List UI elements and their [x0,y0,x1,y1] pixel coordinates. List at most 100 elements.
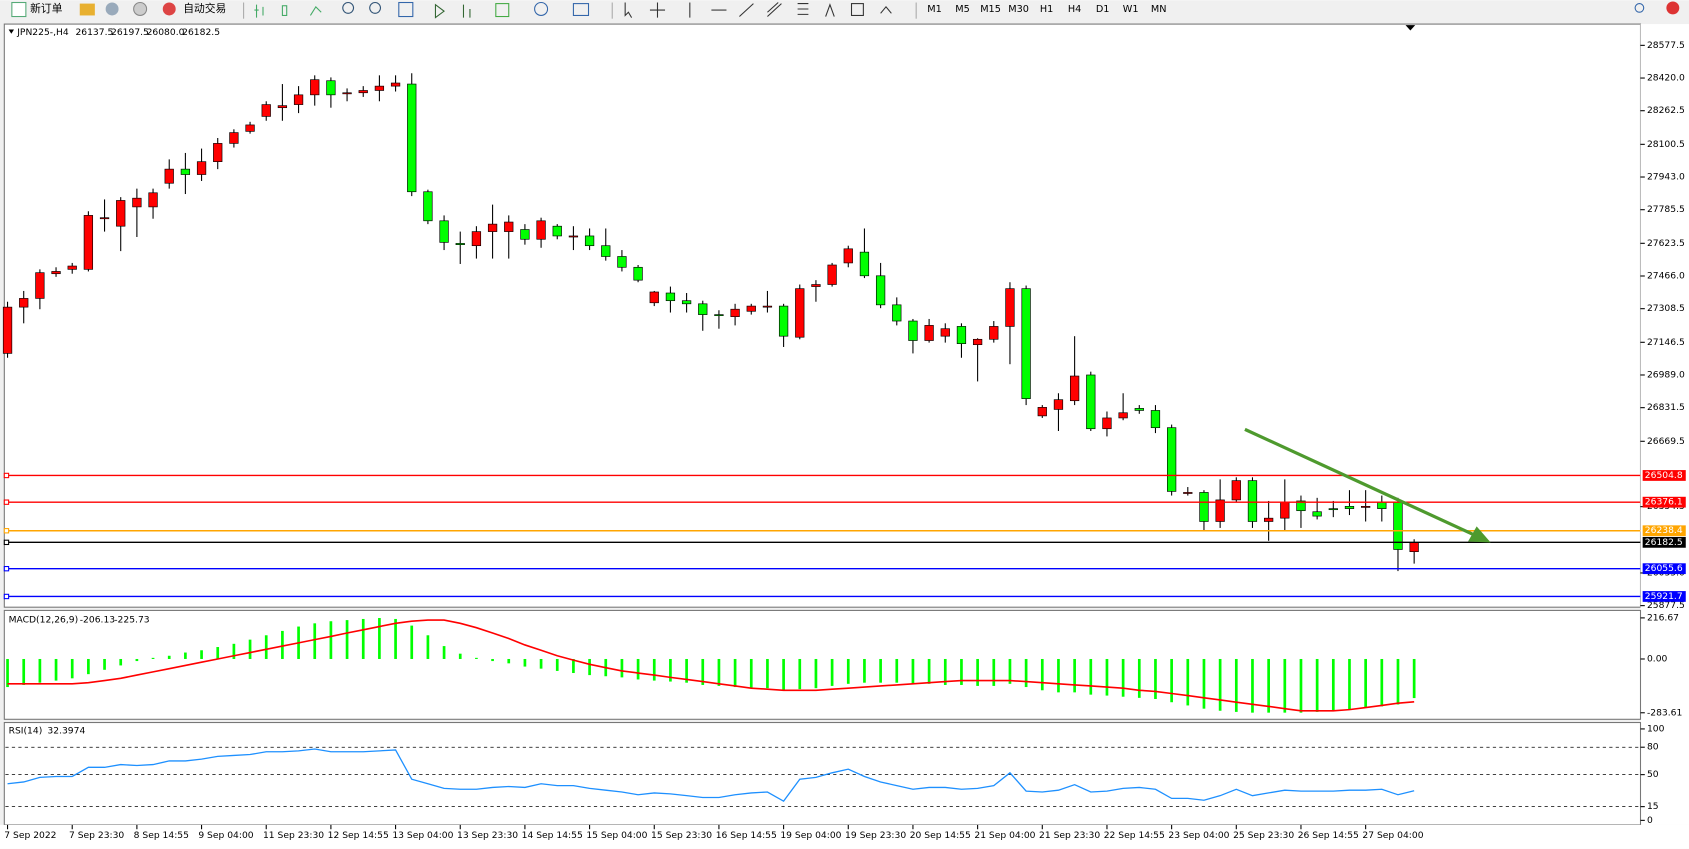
candle-body [956,326,967,344]
timeframe-button[interactable]: M30 [1008,4,1029,15]
notification-icon[interactable] [1666,1,1680,15]
y-tick-label: 27943.0 [1647,172,1685,183]
candle-body [1166,427,1177,492]
candle-body [293,94,304,105]
level-handle [3,539,10,546]
candle-body [972,338,983,346]
icon[interactable] [133,1,148,16]
icon[interactable] [369,1,382,14]
candle-body [730,308,740,317]
timeframe-button[interactable]: H1 [1040,4,1053,15]
candle-body [536,220,546,240]
icon[interactable] [850,3,864,16]
candle-body [1199,492,1209,522]
level-handle [3,499,10,505]
x-tick-label: 14 Sep 14:55 [522,830,583,841]
timeframes[interactable]: M1 M5 M15 M30 H1 H4 D1 W1 MN [927,4,1166,15]
icon[interactable] [739,3,754,17]
y-tick-label: 27466.0 [1647,271,1685,282]
y-tick-label: 27623.5 [1647,238,1685,249]
candle-body [1296,500,1306,512]
icon[interactable] [105,2,119,16]
x-tick-label: 13 Sep 04:00 [392,830,453,841]
toolbar-bg [0,0,1689,22]
search-icon[interactable] [1634,3,1645,13]
candle-body [908,320,918,341]
y-tick-label: 50 [1647,769,1659,780]
icon[interactable] [79,3,95,16]
icon[interactable] [649,2,666,18]
x-tick-label: 25 Sep 23:30 [1233,830,1294,841]
candle-body [924,325,934,341]
y-tick-label: 15 [1647,801,1659,812]
icon[interactable] [398,1,414,18]
x-tick-label: 9 Sep 04:00 [198,830,253,841]
level-handle [3,528,10,534]
timeframe-button[interactable]: M1 [927,4,942,15]
timeframe-button[interactable]: D1 [1096,4,1110,15]
timeframe-button[interactable]: M15 [980,4,1001,15]
candle-body [99,217,110,220]
icon[interactable] [624,2,633,18]
main-chart-frame [3,23,1642,608]
icon[interactable] [462,4,471,18]
candle-body [358,90,368,94]
y-tick-label: 28262.5 [1647,105,1685,116]
candle-body [1021,288,1031,399]
candle-body [1134,408,1144,411]
timeframe-button[interactable]: MN [1151,4,1167,15]
icon[interactable] [254,4,264,18]
indicator-value: 32.3974 [47,726,85,737]
icon[interactable] [281,5,288,16]
toolbar: 新订单 自动交易 [0,0,1689,22]
icon[interactable] [767,2,782,17]
y-tick-label: 28577.5 [1647,40,1685,51]
candle-body [390,82,401,87]
x-tick-label: 19 Sep 04:00 [780,830,841,841]
button-label[interactable]: 自动交易 [183,2,226,15]
tool-icons[interactable] [254,1,590,19]
candle-body [1215,499,1225,522]
icon[interactable] [880,5,892,14]
timeframe-button[interactable]: H4 [1068,4,1081,15]
icon[interactable] [309,5,322,16]
icon[interactable] [342,1,355,14]
button-label[interactable]: 新订单 [30,2,63,15]
y-tick-label: 26831.5 [1647,402,1685,413]
y-tick-label: -283.61 [1647,707,1682,718]
icon[interactable] [534,1,549,16]
candle-body [1053,399,1064,410]
x-tick-label: 22 Sep 14:55 [1104,830,1165,841]
y-tick-label: 0.00 [1647,653,1668,664]
trend-line [1244,427,1478,538]
candle-body [520,229,530,240]
indicator-value: -206.13 [80,615,116,626]
icon[interactable] [825,3,835,17]
candle-body [261,104,271,117]
candle-body [19,298,29,308]
rsi-line [7,748,1415,802]
level-handle [3,565,10,572]
candle-body [552,225,562,237]
icon[interactable] [495,3,510,18]
candle-body [180,168,191,175]
timeframe-button[interactable]: M5 [955,4,970,15]
new-order-button[interactable]: 新订单 [11,1,63,18]
x-tick-label: 26 Sep 14:55 [1298,830,1359,841]
y-tick-label: 27146.5 [1647,337,1685,348]
candle-body [35,272,45,299]
candle-body [989,326,999,340]
candle-body [714,314,724,317]
auto-trading-button[interactable]: 自动交易 [162,2,227,16]
icon[interactable] [572,3,590,16]
draw-tools[interactable] [624,2,892,18]
icon[interactable] [797,3,809,15]
candle-body [326,80,336,96]
timeframe-button[interactable]: W1 [1123,4,1139,15]
y-tick-label: 0 [1647,815,1653,826]
candle-body [843,248,853,264]
icon[interactable] [434,3,445,19]
candle-body [762,305,773,308]
candle-body [1118,412,1128,419]
quote-value: 26080.0 [147,27,185,38]
